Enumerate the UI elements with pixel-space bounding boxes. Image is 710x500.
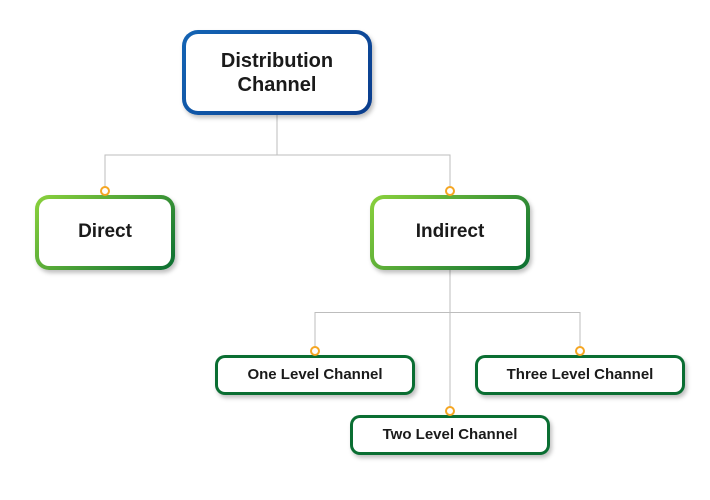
node-three-level-label: Three Level Channel: [507, 366, 654, 384]
diagram-canvas: DistributionChannel Direct Indirect One …: [0, 0, 710, 500]
node-direct: Direct: [35, 195, 175, 270]
node-three-level: Three Level Channel: [475, 355, 685, 395]
node-direct-label: Direct: [78, 221, 132, 244]
connector-dot: [310, 346, 320, 356]
node-indirect-label: Indirect: [416, 221, 485, 244]
connector-dot: [445, 406, 455, 416]
node-one-level: One Level Channel: [215, 355, 415, 395]
node-root-label: DistributionChannel: [221, 49, 333, 97]
node-root: DistributionChannel: [182, 30, 372, 115]
connector-dot: [100, 186, 110, 196]
connector-dot: [445, 186, 455, 196]
node-indirect: Indirect: [370, 195, 530, 270]
node-one-level-label: One Level Channel: [247, 366, 382, 384]
node-two-level: Two Level Channel: [350, 415, 550, 455]
connector-dot: [575, 346, 585, 356]
node-two-level-label: Two Level Channel: [383, 426, 518, 444]
